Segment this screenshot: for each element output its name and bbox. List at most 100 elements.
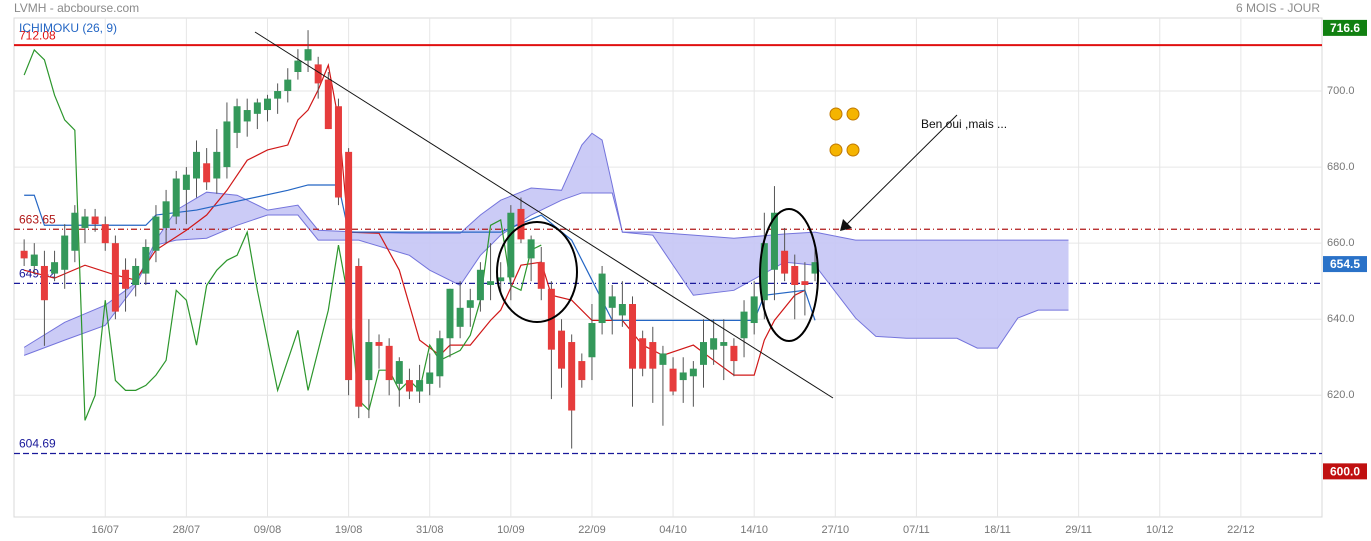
candle-body <box>40 265 48 301</box>
candle-body <box>213 151 221 179</box>
x-tick-label: 27/10 <box>822 524 850 536</box>
x-tick-label: 10/09 <box>497 524 525 536</box>
candle-body <box>608 296 616 308</box>
candle-body <box>598 273 606 324</box>
candle-body <box>578 361 586 381</box>
candle-body <box>375 342 383 346</box>
candle-body <box>243 110 251 122</box>
candle-body <box>649 342 657 369</box>
candle-body <box>355 265 363 407</box>
candles-layer <box>20 30 819 449</box>
candle-body <box>111 243 119 312</box>
level-label: 712.08 <box>19 28 56 42</box>
y-tick-label: 680.0 <box>1327 161 1355 173</box>
y-tick-label: 640.0 <box>1327 313 1355 325</box>
candle-body <box>679 372 687 381</box>
candle-body <box>436 338 444 377</box>
price-marker-label: 654.5 <box>1330 257 1360 271</box>
arrow-head <box>840 219 852 231</box>
candle-body <box>101 224 109 244</box>
candle-body <box>81 216 89 228</box>
y-tick-label: 700.0 <box>1327 85 1355 97</box>
x-tick-label: 18/11 <box>984 524 1011 536</box>
plot-area <box>13 17 1323 518</box>
candle-body <box>618 304 626 316</box>
candle-body <box>689 368 697 377</box>
candle-body <box>527 239 535 259</box>
candle-body <box>517 208 525 240</box>
candle-body <box>629 304 637 369</box>
candle-body <box>233 106 241 133</box>
price-marker <box>1323 256 1367 273</box>
x-tick-label: 07/11 <box>903 524 930 536</box>
candle-body <box>416 380 424 392</box>
candle-body <box>20 250 28 259</box>
candle-body <box>466 300 474 308</box>
notes-layer: Ben oui ,mais ... <box>254 31 1007 399</box>
candle-body <box>537 262 545 289</box>
x-tick-label: 22/09 <box>578 524 606 536</box>
candle-body <box>365 342 373 381</box>
candle-body <box>405 380 413 392</box>
circle-annotation <box>759 208 819 342</box>
candle-body <box>558 330 566 369</box>
candle-body <box>497 277 505 282</box>
chart-title: LVMH - abcbourse.com <box>14 1 139 15</box>
cloud-layer <box>23 132 1069 356</box>
candle-body <box>476 269 484 301</box>
candle-body <box>132 265 140 285</box>
candle-body <box>334 106 342 198</box>
candle-body <box>324 79 332 130</box>
candle-body <box>446 288 454 339</box>
candle-body <box>284 79 292 92</box>
price-marker <box>1323 463 1367 480</box>
candle-body <box>730 345 738 362</box>
x-tick-label: 29/11 <box>1065 524 1092 536</box>
annotation-text: Ben oui ,mais ... <box>921 117 1007 131</box>
y-tick-label: 660.0 <box>1327 237 1355 249</box>
level-label: 604.69 <box>19 437 56 451</box>
x-tick-label: 09/08 <box>254 524 282 536</box>
candle-body <box>304 49 312 61</box>
indicator-line <box>23 48 542 421</box>
candle-body <box>710 338 718 350</box>
chart-subtitle: 6 MOIS - JOUR <box>1236 1 1320 15</box>
candle-body <box>51 262 59 274</box>
candle-body <box>811 262 819 274</box>
candle-body <box>720 342 728 346</box>
arrow-line <box>842 114 958 229</box>
price-marker-label: 716.6 <box>1330 21 1360 35</box>
candle-body <box>122 269 130 289</box>
candle-body <box>770 212 778 270</box>
candle-body <box>568 342 576 411</box>
candle-body <box>294 60 302 73</box>
candle-body <box>274 91 282 99</box>
candle-body <box>740 311 748 339</box>
emoji-group <box>829 107 860 157</box>
candle-body <box>760 243 768 301</box>
candle-body <box>699 342 707 365</box>
candle-body <box>426 372 434 384</box>
candle-body <box>172 178 180 217</box>
cloud-lower <box>23 192 1069 356</box>
candle-body <box>588 323 596 358</box>
candle-body <box>801 281 809 285</box>
axes-layer: 16/07 28/07 09/08 19/08 31/08 10/09 22/09 04/10… <box>91 19 1367 536</box>
candle-body <box>253 102 261 114</box>
candle-body <box>791 265 799 285</box>
y-tick-label: 620.0 <box>1327 389 1355 401</box>
candle-body <box>182 174 190 190</box>
candle-body <box>487 281 495 285</box>
candle-body <box>385 345 393 381</box>
x-tick-label: 10/12 <box>1146 524 1174 536</box>
cloud-upper <box>23 132 1069 348</box>
candle-body <box>71 212 79 251</box>
x-tick-label: 14/10 <box>740 524 768 536</box>
candle-body <box>162 201 170 228</box>
candle-body <box>142 246 150 274</box>
candle-body <box>345 151 353 381</box>
x-tick-label: 22/12 <box>1227 524 1255 536</box>
circle-annotation <box>496 221 578 323</box>
emoji <box>829 143 843 157</box>
